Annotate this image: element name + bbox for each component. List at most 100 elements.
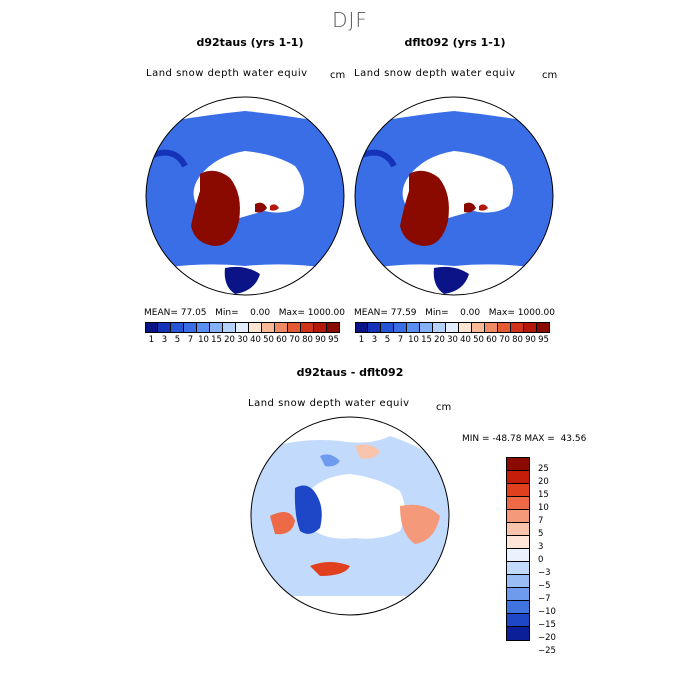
left-colorbar-cell xyxy=(275,322,288,333)
left-map-franz-josef xyxy=(270,204,279,211)
right-min-value: 0.00 xyxy=(460,308,481,318)
diff-colorbar-cell xyxy=(507,536,529,549)
right-colorbar-label: 80 xyxy=(512,335,523,345)
left-map-title: d92taus (yrs 1-1) xyxy=(196,36,304,49)
diff-colorbar-label: −25 xyxy=(538,646,556,656)
left-colorbar-cell xyxy=(249,322,262,333)
left-colorbar-label: 5 xyxy=(174,335,181,345)
left-colorbar-cell xyxy=(171,322,184,333)
diff-colorbar-label: −20 xyxy=(538,633,556,643)
left-map-unit: cm xyxy=(330,70,346,81)
diff-colorbar-cells xyxy=(506,457,530,641)
left-colorbar-label: 70 xyxy=(289,335,300,345)
left-colorbar-label: 80 xyxy=(302,335,313,345)
diff-map-arctic-ocean xyxy=(303,474,405,539)
diff-colorbar-label: 7 xyxy=(538,516,544,526)
right-map-plot xyxy=(354,96,554,296)
right-colorbar-cell xyxy=(472,322,485,333)
diff-colorbar-label: 15 xyxy=(538,490,549,500)
left-mean-label: MEAN= xyxy=(144,308,178,318)
right-colorbar-label: 20 xyxy=(434,335,445,345)
right-colorbar-label: 10 xyxy=(408,335,419,345)
diff-map-plot xyxy=(250,416,450,616)
diff-map-positive-east xyxy=(400,504,440,544)
right-colorbar-label: 1 xyxy=(358,335,365,345)
left-mean-value: 77.05 xyxy=(180,308,207,318)
right-colorbar-cells xyxy=(355,322,550,333)
left-colorbar-label: 15 xyxy=(211,335,222,345)
right-map-svg xyxy=(354,96,554,296)
right-colorbar-cell xyxy=(498,322,511,333)
right-map-border xyxy=(354,96,554,296)
diff-colorbar-cell xyxy=(507,575,529,588)
left-colorbar-cell xyxy=(288,322,301,333)
left-colorbar-cell xyxy=(262,322,275,333)
left-colorbar-label: 1 xyxy=(148,335,155,345)
diff-colorbar-label: 0 xyxy=(538,555,544,565)
diff-map-bottom-ocean xyxy=(251,596,449,615)
diff-colorbar-cell xyxy=(507,458,529,471)
right-colorbar-cell xyxy=(511,322,524,333)
left-map-greenland xyxy=(191,170,240,246)
diff-colorbar-cell xyxy=(507,510,529,523)
left-colorbar-cell xyxy=(158,322,171,333)
right-map-svalbard xyxy=(464,202,476,213)
diff-colorbar-label: −3 xyxy=(538,568,551,578)
figure-title: DJF xyxy=(332,8,368,32)
diff-colorbar-cell xyxy=(507,614,529,627)
right-colorbar: 1 3 5 7 10 15 20 30 40 50 60 70 80 90 95 xyxy=(355,322,550,347)
left-max-label: Max= xyxy=(278,308,305,318)
right-colorbar-label: 90 xyxy=(525,335,536,345)
right-colorbar-label: 50 xyxy=(473,335,484,345)
diff-colorbar-cell xyxy=(507,484,529,497)
right-colorbar-cell xyxy=(459,322,472,333)
right-map-franz-josef xyxy=(479,204,488,211)
left-colorbar-cell xyxy=(301,322,314,333)
right-min-label: Min= xyxy=(425,308,449,318)
diff-map-title: d92taus - dflt092 xyxy=(296,366,404,379)
diff-map-svg xyxy=(250,416,450,616)
left-colorbar-cell xyxy=(184,322,197,333)
right-max-value: 1000.00 xyxy=(517,308,555,318)
right-map-title: dflt092 (yrs 1-1) xyxy=(404,36,506,49)
diff-colorbar-label: −7 xyxy=(538,594,551,604)
right-colorbar-cell xyxy=(420,322,433,333)
left-colorbar-cell xyxy=(236,322,249,333)
diff-colorbar: 25 20 15 10 7 5 3 0 −3 −5 −7 −10 −15 −20 −25 xyxy=(506,457,556,656)
diff-colorbar-label: −5 xyxy=(538,581,551,591)
left-colorbar-cell xyxy=(223,322,236,333)
right-colorbar-label: 7 xyxy=(397,335,404,345)
right-mean-value: 77.59 xyxy=(390,308,417,318)
left-map-subtitle: Land snow depth water equiv xyxy=(146,68,308,79)
left-map-plot xyxy=(145,96,345,296)
right-map-stats: MEAN= 77.59 Min= 0.00 Max= 1000.00 xyxy=(354,308,555,318)
diff-colorbar-cell xyxy=(507,588,529,601)
diff-max-value: 43.56 xyxy=(560,434,587,444)
left-colorbar-label: 60 xyxy=(276,335,287,345)
right-colorbar-label: 30 xyxy=(447,335,458,345)
diff-map-stats: MIN = -48.78 MAX = 43.56 xyxy=(462,434,586,444)
diff-colorbar-cell xyxy=(507,523,529,536)
right-colorbar-label: 15 xyxy=(421,335,432,345)
diff-colorbar-label: −15 xyxy=(538,620,556,630)
diff-colorbar-cell xyxy=(507,601,529,614)
right-map-subtitle: Land snow depth water equiv xyxy=(354,68,516,79)
left-map-svalbard xyxy=(255,202,267,213)
left-colorbar-cell xyxy=(145,322,158,333)
diff-colorbar-label: 3 xyxy=(538,542,544,552)
left-map-svg xyxy=(145,96,345,296)
diff-colorbar-label: 5 xyxy=(538,529,544,539)
left-colorbar-label: 7 xyxy=(187,335,194,345)
right-colorbar-labels: 1 3 5 7 10 15 20 30 40 50 60 70 80 90 95 xyxy=(355,335,550,347)
left-colorbar-label: 50 xyxy=(263,335,274,345)
right-colorbar-cell xyxy=(446,322,459,333)
left-min-label: Min= xyxy=(215,308,239,318)
left-colorbar-label: 20 xyxy=(224,335,235,345)
diff-colorbar-label: 10 xyxy=(538,503,549,513)
right-map-unit: cm xyxy=(542,70,558,81)
diff-map-negative-north xyxy=(320,454,340,467)
right-colorbar-label: 60 xyxy=(486,335,497,345)
left-map-border xyxy=(145,96,345,296)
right-colorbar-cell xyxy=(433,322,446,333)
left-map-navy-patch xyxy=(224,266,260,294)
